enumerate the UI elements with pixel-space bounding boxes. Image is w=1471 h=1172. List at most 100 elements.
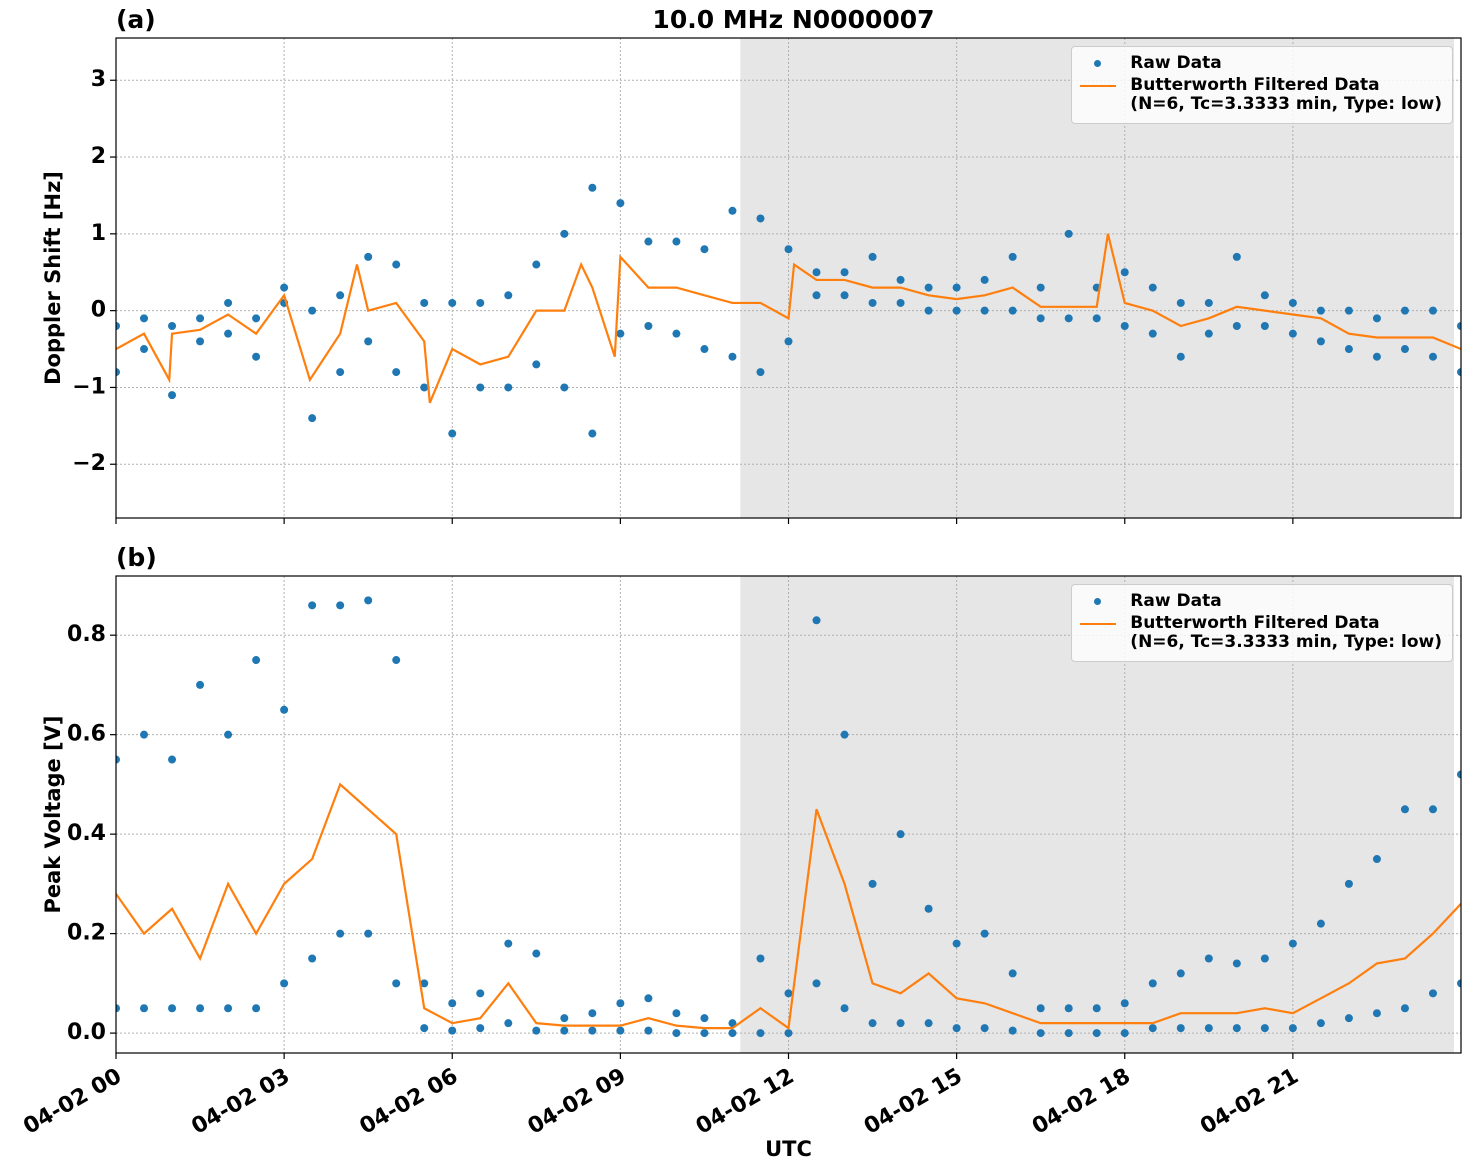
raw-point <box>140 314 149 323</box>
raw-point <box>812 616 821 625</box>
raw-point <box>392 368 401 377</box>
raw-point <box>644 1026 653 1035</box>
raw-point <box>560 383 569 392</box>
raw-point <box>504 383 513 392</box>
raw-point <box>924 904 933 913</box>
raw-point <box>812 291 821 300</box>
raw-point <box>1316 337 1325 346</box>
raw-point <box>140 345 149 354</box>
raw-point <box>1316 1019 1325 1028</box>
legend-entry: Butterworth Filtered Data (N=6, Tc=3.333… <box>1080 614 1442 652</box>
raw-point <box>1036 314 1045 323</box>
raw-point <box>280 979 289 988</box>
raw-point <box>116 322 120 330</box>
raw-point <box>672 237 681 246</box>
legend-label: Butterworth Filtered Data (N=6, Tc=3.333… <box>1130 75 1442 114</box>
legend-key <box>1080 614 1120 633</box>
raw-point <box>1064 1029 1073 1038</box>
raw-point <box>1036 283 1045 292</box>
raw-point <box>1120 1029 1129 1038</box>
legend-marker <box>1094 598 1102 605</box>
legend-key <box>1080 76 1120 95</box>
raw-point <box>336 601 345 610</box>
plot-frame <box>115 37 1462 519</box>
raw-point <box>476 298 485 307</box>
raw-point <box>924 306 933 315</box>
raw-point <box>168 1004 177 1013</box>
raw-point <box>728 206 737 215</box>
y-tick-label: −2 <box>72 451 106 476</box>
raw-point <box>1400 805 1409 814</box>
raw-point <box>1204 954 1213 963</box>
raw-point <box>1457 368 1461 377</box>
raw-point <box>224 329 233 338</box>
raw-point <box>140 1004 149 1013</box>
raw-point <box>1288 298 1297 307</box>
raw-point <box>1344 1014 1353 1023</box>
raw-point <box>952 939 961 948</box>
raw-point <box>1148 979 1157 988</box>
raw-point <box>644 237 653 246</box>
raw-point <box>672 1009 681 1018</box>
legend-label: Raw Data <box>1130 53 1222 73</box>
raw-point <box>1092 1029 1101 1038</box>
raw-point <box>1400 306 1409 315</box>
raw-point <box>196 314 205 323</box>
raw-point <box>1428 306 1437 315</box>
raw-point <box>1232 959 1241 968</box>
raw-point <box>168 755 177 764</box>
raw-point <box>1260 322 1269 330</box>
raw-point <box>672 1029 681 1038</box>
x-tick-label: 04-02 00 <box>19 1064 126 1140</box>
raw-point <box>868 879 877 888</box>
y-tick-label: 0.0 <box>67 1020 106 1045</box>
raw-point <box>1344 306 1353 315</box>
raw-point <box>560 1026 569 1035</box>
raw-point <box>168 322 177 330</box>
raw-point <box>1316 306 1325 315</box>
legend-label: Butterworth Filtered Data (N=6, Tc=3.333… <box>1130 613 1442 652</box>
plot-frame <box>115 575 1462 1054</box>
raw-point <box>616 1026 625 1035</box>
raw-point <box>392 260 401 269</box>
raw-point <box>1036 1004 1045 1013</box>
raw-point <box>560 229 569 238</box>
raw-point <box>1008 1026 1017 1035</box>
y-tick-label: 1 <box>91 221 106 246</box>
raw-point <box>532 949 541 958</box>
raw-point <box>700 1029 709 1038</box>
raw-point <box>364 337 373 346</box>
x-tick-label: 04-02 09 <box>524 1064 631 1140</box>
plot-data <box>116 596 1461 1038</box>
raw-point <box>896 1019 905 1028</box>
raw-point <box>420 298 429 307</box>
x-tick-label: 04-02 03 <box>188 1064 295 1140</box>
raw-point <box>812 979 821 988</box>
raw-point <box>1204 1024 1213 1033</box>
legend-entry: Raw Data <box>1080 592 1442 611</box>
raw-point <box>1232 252 1241 261</box>
raw-point <box>252 1004 261 1013</box>
raw-point <box>196 1004 205 1013</box>
x-tick-label: 04-02 15 <box>860 1064 967 1140</box>
raw-point <box>1064 1004 1073 1013</box>
raw-point <box>392 656 401 665</box>
raw-point <box>644 994 653 1003</box>
raw-point <box>1260 954 1269 963</box>
raw-point <box>812 268 821 277</box>
raw-point <box>116 368 120 377</box>
raw-point <box>1400 345 1409 354</box>
raw-point <box>868 1019 877 1028</box>
raw-point <box>504 291 513 300</box>
raw-point <box>1120 322 1129 330</box>
raw-point <box>448 298 457 307</box>
raw-point <box>952 306 961 315</box>
raw-point <box>168 391 177 400</box>
raw-point <box>224 1004 233 1013</box>
raw-point <box>308 601 317 610</box>
raw-point <box>196 337 205 346</box>
raw-point <box>1176 1024 1185 1033</box>
raw-point <box>616 999 625 1008</box>
raw-point <box>252 314 261 323</box>
raw-point <box>280 705 289 714</box>
